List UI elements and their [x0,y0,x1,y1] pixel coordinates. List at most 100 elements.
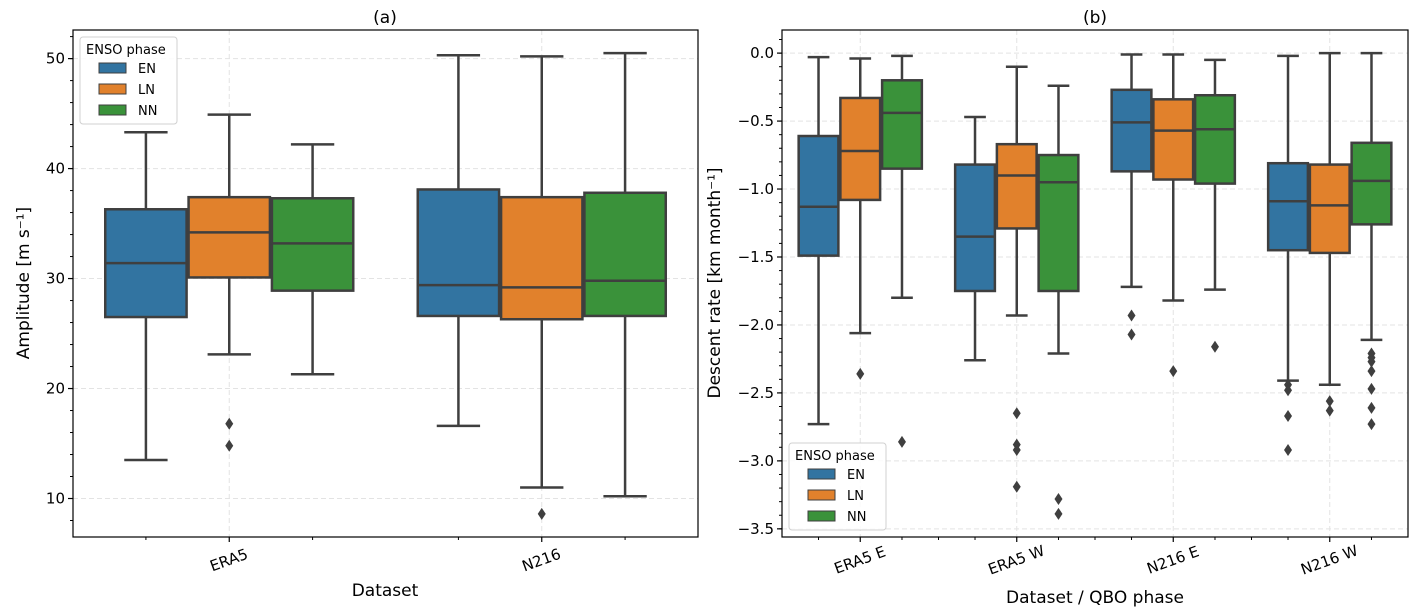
legend-swatch-ln [98,83,127,95]
outlier-point [1012,480,1021,493]
box-iqr [187,195,272,279]
box-nn-era5-w [1037,84,1080,520]
legend-a: ENSO phase EN LN NN [79,36,178,125]
y-tick-label: 30 [46,270,65,288]
x-tick-label: ERA5 [207,545,250,575]
axes-frame-a [72,29,699,538]
y-tick-label: −1.5 [738,248,774,266]
box-iqr [1152,98,1195,181]
box-ln-n216 [499,55,584,520]
y-tick-label: 40 [46,160,65,178]
box-nn-n216 [583,51,668,498]
box-iqr [1193,93,1237,185]
legend-label-en: EN [847,468,865,483]
outlier-point [1012,444,1021,457]
x-tick-label: N216 [520,545,564,576]
outlier-point [1284,410,1293,423]
outlier-point [1054,507,1063,520]
panel-b: 0.0−0.5−1.0−1.5−2.0−2.5−3.0−3.5 ERA5 E ER… [705,8,1409,608]
legend-swatch-en [98,62,127,74]
y-tick-label: −3.0 [738,452,774,470]
outlier-point [225,417,234,430]
boxes-a [104,51,668,520]
box-nn-era5 [270,143,355,376]
box-en-era5-e [797,55,840,426]
legend-label-nn: NN [847,510,866,525]
box-ln-era5 [187,113,272,452]
x-tick-label: ERA5 E [832,542,888,577]
x-ticks-b: ERA5 E ERA5 W N216 E N216 W [818,537,1372,579]
box-en-n216 [416,54,501,428]
legend-swatch-en [807,468,836,480]
box-ln-n216-w [1308,51,1351,417]
box-iqr [839,96,882,202]
outlier-point [1325,395,1334,408]
box-nn-era5-e [880,54,924,448]
y-tick-label: −1.0 [738,180,774,198]
panel-title-a: (a) [373,8,397,28]
box-en-n216-e [1110,53,1153,341]
outlier-point [1127,328,1136,341]
box-iqr [583,191,668,318]
box-ln-n216-e [1152,53,1195,378]
box-nn-n216-e [1193,58,1237,353]
legend-swatch-ln [807,489,836,501]
box-ln-era5-w [995,65,1038,493]
y-ticks-a: 10 20 30 40 50 [46,36,73,522]
x-tick-label: N216 W [1298,541,1360,578]
box-iqr [995,142,1038,230]
outlier-point [225,439,234,452]
x-ticks-a: ERA5 N216 [145,537,626,576]
y-tick-label: 20 [46,380,65,398]
boxes-b [797,51,1393,520]
box-iqr [1308,163,1351,255]
panel-title-b: (b) [1083,8,1107,28]
outlier-point [1367,355,1376,368]
outlier-point [537,507,546,520]
box-iqr [1350,141,1393,226]
panel-a: 10 20 30 40 50 ERA5 N216 (a) Dataset Amplitud… [14,8,699,601]
box-iqr [797,134,840,257]
outlier-point [1210,340,1219,353]
box-iqr [880,79,924,170]
y-tick-label: 50 [46,50,65,68]
outlier-point [1367,401,1376,414]
legend-swatch-nn [98,104,127,116]
legend-label-nn: NN [138,104,157,119]
y-tick-label: 10 [46,490,65,508]
outlier-point [1367,382,1376,395]
outlier-point [1012,407,1021,420]
y-tick-label: −2.5 [738,384,774,402]
x-tick-label: N216 E [1144,542,1201,577]
box-en-n216-w [1266,54,1310,457]
box-iqr [953,163,997,293]
x-axis-label-b: Dataset / QBO phase [1006,588,1184,608]
y-axis-label-b: Descent rate [km month⁻¹] [705,167,725,398]
legend-label-ln: LN [847,489,864,504]
legend-label-en: EN [138,62,156,77]
box-en-era5-w [953,115,997,362]
outlier-point [856,367,865,380]
y-tick-label: −0.5 [738,112,774,130]
box-iqr [1110,88,1153,173]
legend-label-ln: LN [138,83,155,98]
box-iqr [499,195,584,321]
outlier-point [1127,309,1136,322]
y-tick-label: −2.0 [738,316,774,334]
outlier-point [897,435,906,448]
outlier-point [1169,365,1178,378]
legend-frame [788,442,887,531]
box-en-era5 [104,131,188,462]
box-ln-era5-e [839,57,882,380]
legend-title: ENSO phase [86,43,166,58]
y-tick-label: −3.5 [738,520,774,538]
x-axis-label-a: Dataset [352,581,419,601]
legend-b: ENSO phase EN LN NN [788,442,887,531]
box-iqr [416,188,501,318]
outlier-point [1284,444,1293,457]
legend-frame [79,36,178,125]
legend-swatch-nn [807,510,836,522]
outlier-point [1284,384,1293,397]
legend-title: ENSO phase [795,449,875,464]
